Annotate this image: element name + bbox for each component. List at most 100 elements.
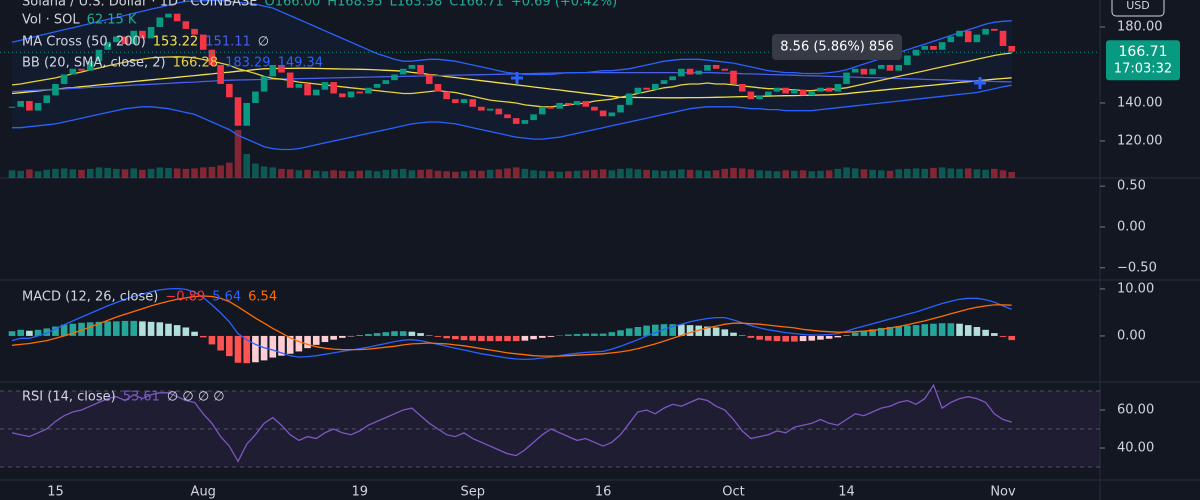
study-readout: 6.54 (248, 290, 277, 305)
volume-bar (199, 167, 207, 178)
volume-bar (651, 170, 659, 178)
candle (825, 87, 833, 92)
study-readout: 153.22 (153, 35, 199, 50)
currency-box[interactable] (1111, 0, 1165, 17)
candle (86, 61, 94, 71)
volume-bar (851, 168, 859, 178)
histogram-bar (34, 329, 42, 336)
currency[interactable]: USD (1126, 0, 1150, 12)
histogram-bar (295, 335, 303, 352)
y-tick-label: 0.00 (1117, 219, 1146, 234)
candle (104, 42, 111, 50)
candle (521, 120, 529, 124)
ohlc-readout: O166.00 (265, 0, 321, 10)
volume-bar (573, 170, 581, 178)
histogram-bar (512, 335, 520, 342)
volume-bar (495, 169, 503, 178)
histogram-bar (912, 325, 920, 336)
countdown: 17:03:32 (1114, 62, 1172, 77)
indicator-line (11, 67, 1012, 99)
volume-bar (817, 170, 824, 178)
volume-bar (486, 169, 494, 178)
volume-bar (34, 171, 42, 178)
volume-bar (269, 167, 277, 178)
candle (356, 91, 364, 94)
histogram-bar (704, 326, 711, 336)
histogram-bar (956, 323, 963, 336)
candle (634, 87, 642, 94)
volume-bar (191, 168, 198, 178)
study-readout: 183.29 (225, 56, 271, 71)
histogram-bar (208, 335, 216, 345)
candle (243, 102, 251, 126)
histogram-bar (330, 335, 337, 340)
histogram-bar (504, 335, 511, 342)
candle (399, 68, 407, 75)
histogram-bar (599, 333, 607, 336)
candle (721, 68, 729, 71)
candle (391, 74, 398, 81)
volume-bar (695, 170, 703, 178)
study-readout: −0.89 (165, 290, 205, 305)
candle (817, 87, 824, 92)
histogram-bar (304, 335, 311, 349)
candle (547, 106, 555, 109)
volume-bar (43, 169, 51, 178)
volume-bar (295, 170, 303, 178)
volume-bar (991, 168, 998, 178)
candle (434, 83, 442, 92)
candle (382, 80, 390, 84)
histogram-bar (408, 331, 416, 336)
volume-bar (921, 168, 929, 178)
candle (139, 30, 146, 39)
histogram-bar (417, 333, 424, 336)
candle (43, 95, 51, 103)
histogram-bar (686, 325, 694, 336)
histogram-bar (382, 332, 390, 336)
volume-bar (599, 169, 607, 178)
volume-bar (243, 153, 251, 178)
candle (999, 30, 1007, 46)
volume-bar (52, 168, 59, 178)
candle (425, 74, 433, 84)
volume-bar (643, 169, 650, 178)
candle (930, 45, 937, 50)
histogram-bar (86, 322, 94, 336)
volume-bar (730, 167, 737, 178)
volume-bar (139, 169, 146, 178)
histogram-bar (60, 324, 68, 336)
study-readout: 62.15 K (87, 13, 137, 28)
histogram-bar (608, 332, 616, 336)
histogram-bar (825, 335, 833, 339)
study-name: Vol · SOL (22, 13, 80, 28)
volume-bar (999, 170, 1007, 178)
bb-fill (12, 0, 1012, 150)
volume-bar (764, 170, 772, 178)
measure-tooltip: 8.56 (5.86%) 856 (780, 40, 893, 55)
volume-bar (121, 169, 129, 178)
histogram-bar (182, 327, 190, 336)
candle (26, 101, 33, 111)
candle (121, 36, 129, 45)
volume-bar (538, 170, 546, 178)
volume-bar (886, 170, 894, 178)
volume-bar (869, 169, 876, 178)
histogram-bar (147, 321, 155, 336)
histogram-bar (486, 335, 494, 342)
histogram-bar (843, 334, 850, 336)
histogram-bar (634, 327, 642, 336)
x-tick-label: 14 (838, 485, 855, 500)
candle (938, 42, 946, 50)
candle (34, 102, 42, 111)
histogram-bar (869, 329, 876, 336)
candle (573, 101, 581, 105)
candle (347, 91, 355, 98)
candle (660, 80, 668, 84)
candle (782, 87, 789, 94)
study-extra: ∅ ∅ ∅ ∅ (167, 390, 225, 405)
volume-bar (208, 166, 216, 178)
volume-bar (8, 170, 16, 178)
volume-bar (669, 170, 676, 178)
volume-bar (625, 168, 633, 178)
candle (339, 93, 346, 98)
